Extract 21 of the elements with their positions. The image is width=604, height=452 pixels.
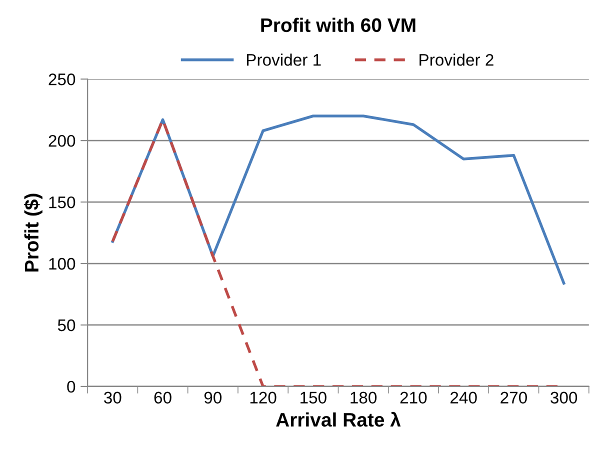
legend-label: Provider 1: [246, 54, 321, 66]
x-tick-label: 60: [154, 392, 172, 404]
y-tick-label: 100: [49, 258, 76, 270]
y-tick-label: 0: [67, 380, 76, 393]
x-tick-label: 300: [550, 392, 578, 404]
x-tick-label: 90: [204, 392, 222, 404]
x-tick-label: 210: [400, 392, 427, 404]
x-tick-label: 270: [500, 392, 527, 404]
x-tick-label: 240: [450, 392, 477, 404]
x-tick-label: 30: [104, 392, 122, 404]
x-axis-title: Arrival Rate λ: [276, 412, 401, 427]
chart-title: Profit with 60 VM: [261, 18, 416, 32]
y-tick-label: 250: [48, 74, 76, 86]
y-tick-label: 200: [48, 134, 76, 147]
x-tick-label: 150: [300, 392, 326, 404]
x-tick-label: 180: [350, 392, 377, 404]
y-tick-label: 150: [49, 196, 76, 208]
y-tick-label: 50: [58, 319, 76, 332]
x-tick-label: 120: [250, 392, 276, 404]
y-axis-title: Profit ($): [24, 194, 42, 272]
legend-label: Provider 2: [420, 54, 494, 66]
